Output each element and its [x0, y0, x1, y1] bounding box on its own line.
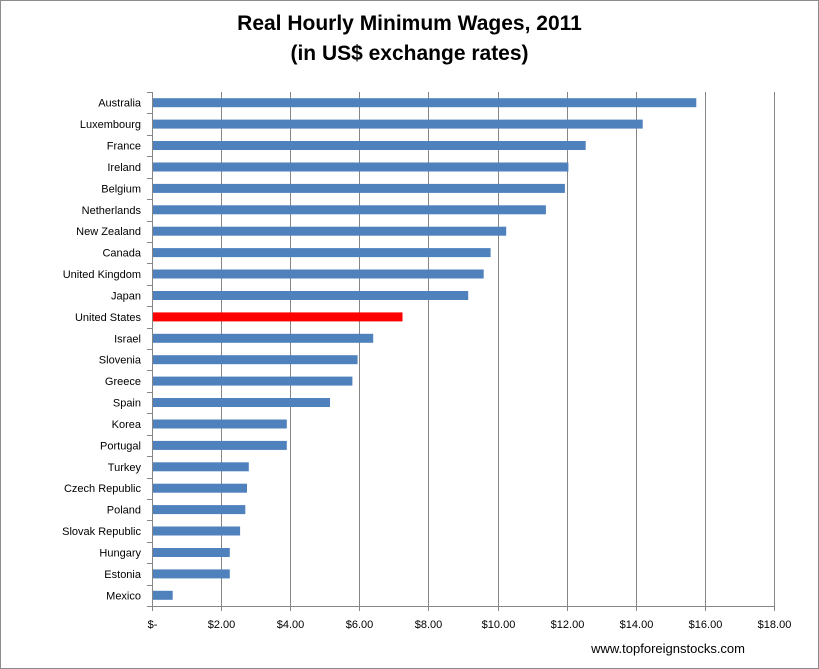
bar — [152, 569, 230, 579]
bar — [152, 312, 403, 322]
bar — [152, 141, 586, 150]
category-label: Turkey — [108, 462, 142, 474]
bar — [152, 590, 173, 600]
x-tick-label: $14.00 — [620, 619, 654, 631]
category-label: Mexico — [106, 590, 141, 602]
category-label: Slovenia — [99, 355, 142, 367]
x-tick-label: $- — [148, 619, 158, 631]
bar — [152, 398, 330, 407]
bar — [152, 526, 241, 536]
bar — [152, 548, 230, 557]
category-label: Hungary — [99, 548, 141, 560]
chart-subtitle: (in US$ exchange rates) — [290, 42, 529, 65]
bar — [152, 376, 353, 386]
category-label: Greece — [105, 376, 141, 388]
x-tick-label: $16.00 — [689, 619, 723, 631]
x-tick-label: $18.00 — [758, 619, 792, 631]
bar — [152, 269, 484, 279]
bar — [152, 119, 643, 129]
category-label: Estonia — [104, 569, 142, 581]
bar — [152, 226, 507, 236]
category-label: Canada — [102, 248, 141, 260]
category-label: Portugal — [100, 440, 141, 452]
bar — [152, 462, 249, 472]
category-label: Ireland — [107, 162, 141, 174]
source-note: www.topforeignstocks.com — [591, 641, 745, 656]
category-label: Poland — [107, 505, 141, 517]
chart-title: Real Hourly Minimum Wages, 2011 — [237, 12, 582, 35]
bar — [152, 505, 246, 515]
bar — [152, 162, 569, 172]
category-label: Czech Republic — [64, 483, 142, 495]
x-tick-label: $10.00 — [482, 619, 516, 631]
category-label: Luxembourg — [80, 119, 141, 131]
category-label: United States — [75, 312, 142, 324]
category-label: France — [107, 141, 141, 153]
bar — [152, 291, 469, 300]
bar — [152, 183, 565, 193]
bar — [152, 333, 374, 343]
category-label: New Zealand — [76, 226, 141, 238]
category-label: Slovak Republic — [62, 526, 141, 538]
x-tick-label: $12.00 — [551, 619, 585, 631]
category-label: Japan — [111, 291, 141, 303]
category-label: Belgium — [101, 183, 141, 195]
bar — [152, 98, 697, 108]
category-label: Israel — [114, 333, 141, 345]
category-label: Australia — [98, 98, 142, 110]
x-tick-label: $6.00 — [346, 619, 374, 631]
category-label: Spain — [113, 398, 141, 410]
bar — [152, 205, 546, 215]
x-tick-label: $8.00 — [415, 619, 443, 631]
category-label: United Kingdom — [63, 269, 141, 281]
category-label: Korea — [112, 419, 142, 431]
bar — [152, 440, 287, 450]
bar — [152, 419, 287, 429]
bar — [152, 248, 491, 258]
bar — [152, 355, 358, 365]
x-tick-label: $4.00 — [277, 619, 305, 631]
category-label: Netherlands — [82, 205, 142, 217]
bar — [152, 483, 247, 493]
x-tick-label: $2.00 — [208, 619, 236, 631]
